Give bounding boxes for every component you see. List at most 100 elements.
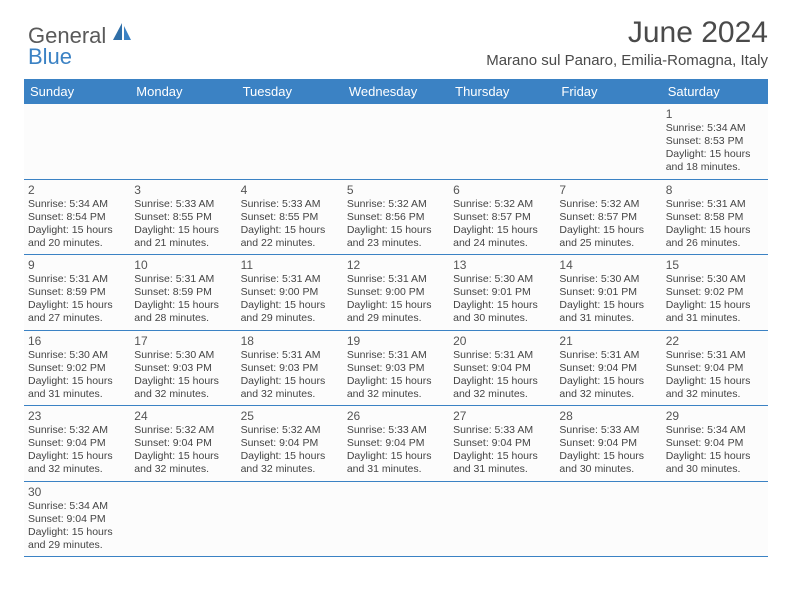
day-info-line: Sunset: 8:55 PM	[134, 211, 232, 224]
calendar-day-cell	[130, 104, 236, 179]
day-info-line: Sunset: 9:04 PM	[241, 437, 339, 450]
day-header: Sunday	[24, 79, 130, 104]
day-info-line: Daylight: 15 hours	[28, 299, 126, 312]
day-info-line: Daylight: 15 hours	[28, 375, 126, 388]
day-info-line: and 32 minutes.	[453, 388, 551, 401]
day-info-line: and 26 minutes.	[666, 237, 764, 250]
day-info-line: Daylight: 15 hours	[134, 375, 232, 388]
calendar-day-cell	[555, 104, 661, 179]
day-info-line: and 31 minutes.	[347, 463, 445, 476]
calendar-day-cell: 21Sunrise: 5:31 AMSunset: 9:04 PMDayligh…	[555, 330, 661, 406]
day-info-line: and 32 minutes.	[28, 463, 126, 476]
day-info-line: and 32 minutes.	[559, 388, 657, 401]
day-number: 11	[241, 258, 339, 272]
day-info-line: Sunset: 8:57 PM	[453, 211, 551, 224]
day-info-line: Sunrise: 5:30 AM	[453, 273, 551, 286]
day-info-line: Sunset: 8:59 PM	[28, 286, 126, 299]
day-info-line: and 29 minutes.	[28, 539, 126, 552]
calendar-day-cell: 19Sunrise: 5:31 AMSunset: 9:03 PMDayligh…	[343, 330, 449, 406]
day-info-line: Daylight: 15 hours	[28, 526, 126, 539]
calendar-day-cell: 5Sunrise: 5:32 AMSunset: 8:56 PMDaylight…	[343, 179, 449, 255]
calendar-day-cell: 25Sunrise: 5:32 AMSunset: 9:04 PMDayligh…	[237, 406, 343, 482]
day-info-line: Daylight: 15 hours	[28, 450, 126, 463]
day-info-line: Daylight: 15 hours	[666, 450, 764, 463]
calendar-day-cell	[662, 481, 768, 557]
day-info-line: Sunset: 9:04 PM	[559, 437, 657, 450]
day-info-line: Sunset: 9:00 PM	[241, 286, 339, 299]
day-info-line: Daylight: 15 hours	[28, 224, 126, 237]
day-info-line: and 27 minutes.	[28, 312, 126, 325]
day-info-line: and 30 minutes.	[666, 463, 764, 476]
day-info-line: Sunrise: 5:33 AM	[559, 424, 657, 437]
calendar-week-row: 9Sunrise: 5:31 AMSunset: 8:59 PMDaylight…	[24, 255, 768, 331]
calendar-day-cell: 7Sunrise: 5:32 AMSunset: 8:57 PMDaylight…	[555, 179, 661, 255]
day-number: 9	[28, 258, 126, 272]
day-number: 20	[453, 334, 551, 348]
calendar-day-cell	[555, 481, 661, 557]
day-number: 23	[28, 409, 126, 423]
day-number: 21	[559, 334, 657, 348]
day-info-line: and 32 minutes.	[241, 388, 339, 401]
day-info-line: Sunset: 9:04 PM	[28, 437, 126, 450]
calendar-day-cell: 29Sunrise: 5:34 AMSunset: 9:04 PMDayligh…	[662, 406, 768, 482]
day-info-line: and 32 minutes.	[347, 388, 445, 401]
day-info-line: Sunrise: 5:30 AM	[28, 349, 126, 362]
calendar-day-cell: 30Sunrise: 5:34 AMSunset: 9:04 PMDayligh…	[24, 481, 130, 557]
day-number: 10	[134, 258, 232, 272]
day-number: 15	[666, 258, 764, 272]
day-info-line: Sunset: 9:04 PM	[453, 437, 551, 450]
day-info-line: Sunrise: 5:33 AM	[241, 198, 339, 211]
day-info-line: Sunset: 9:04 PM	[347, 437, 445, 450]
logo-text-blue: Blue	[28, 44, 72, 69]
day-info-line: Sunrise: 5:32 AM	[28, 424, 126, 437]
calendar-day-cell: 1Sunrise: 5:34 AMSunset: 8:53 PMDaylight…	[662, 104, 768, 179]
calendar-day-cell	[237, 481, 343, 557]
day-info-line: Sunset: 8:54 PM	[28, 211, 126, 224]
day-info-line: Sunset: 9:04 PM	[28, 513, 126, 526]
day-info-line: and 29 minutes.	[241, 312, 339, 325]
day-number: 30	[28, 485, 126, 499]
calendar-week-row: 23Sunrise: 5:32 AMSunset: 9:04 PMDayligh…	[24, 406, 768, 482]
day-number: 25	[241, 409, 339, 423]
calendar-day-cell	[343, 104, 449, 179]
day-info-line: Sunrise: 5:34 AM	[666, 122, 764, 135]
day-info-line: Daylight: 15 hours	[559, 299, 657, 312]
calendar-day-cell: 14Sunrise: 5:30 AMSunset: 9:01 PMDayligh…	[555, 255, 661, 331]
day-info-line: and 20 minutes.	[28, 237, 126, 250]
day-info-line: Sunset: 9:02 PM	[28, 362, 126, 375]
day-info-line: Sunrise: 5:32 AM	[559, 198, 657, 211]
calendar-day-cell: 15Sunrise: 5:30 AMSunset: 9:02 PMDayligh…	[662, 255, 768, 331]
day-info-line: Sunset: 8:59 PM	[134, 286, 232, 299]
day-info-line: and 31 minutes.	[453, 463, 551, 476]
day-info-line: Daylight: 15 hours	[453, 450, 551, 463]
day-info-line: and 31 minutes.	[28, 388, 126, 401]
day-info-line: Daylight: 15 hours	[453, 375, 551, 388]
day-info-line: Sunset: 9:01 PM	[559, 286, 657, 299]
day-info-line: Sunrise: 5:34 AM	[666, 424, 764, 437]
calendar-day-cell: 17Sunrise: 5:30 AMSunset: 9:03 PMDayligh…	[130, 330, 236, 406]
day-info-line: Sunrise: 5:31 AM	[134, 273, 232, 286]
calendar-day-cell: 28Sunrise: 5:33 AMSunset: 9:04 PMDayligh…	[555, 406, 661, 482]
day-info-line: Daylight: 15 hours	[241, 224, 339, 237]
day-info-line: Sunset: 9:00 PM	[347, 286, 445, 299]
day-info-line: Sunrise: 5:33 AM	[453, 424, 551, 437]
calendar-day-cell: 13Sunrise: 5:30 AMSunset: 9:01 PMDayligh…	[449, 255, 555, 331]
day-info-line: Sunrise: 5:32 AM	[453, 198, 551, 211]
day-info-line: Sunrise: 5:31 AM	[666, 349, 764, 362]
calendar-day-cell: 26Sunrise: 5:33 AMSunset: 9:04 PMDayligh…	[343, 406, 449, 482]
day-number: 28	[559, 409, 657, 423]
calendar-day-cell: 6Sunrise: 5:32 AMSunset: 8:57 PMDaylight…	[449, 179, 555, 255]
day-info-line: and 31 minutes.	[559, 312, 657, 325]
day-info-line: and 32 minutes.	[134, 388, 232, 401]
calendar-day-cell: 16Sunrise: 5:30 AMSunset: 9:02 PMDayligh…	[24, 330, 130, 406]
day-info-line: Daylight: 15 hours	[347, 224, 445, 237]
day-info-line: Sunset: 8:58 PM	[666, 211, 764, 224]
day-info-line: Sunrise: 5:31 AM	[241, 349, 339, 362]
day-number: 17	[134, 334, 232, 348]
day-info-line: Daylight: 15 hours	[347, 375, 445, 388]
day-info-line: and 24 minutes.	[453, 237, 551, 250]
day-info-line: Sunset: 9:01 PM	[453, 286, 551, 299]
day-info-line: and 32 minutes.	[241, 463, 339, 476]
day-info-line: Sunset: 9:03 PM	[241, 362, 339, 375]
day-info-line: Sunrise: 5:31 AM	[347, 349, 445, 362]
